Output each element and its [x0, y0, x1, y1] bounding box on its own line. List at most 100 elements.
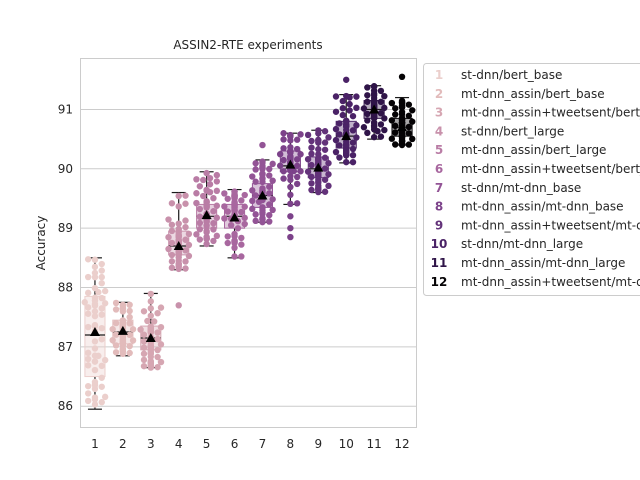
data-point — [91, 378, 99, 386]
data-point — [370, 83, 378, 90]
data-point — [109, 336, 116, 344]
data-point — [409, 107, 416, 114]
legend-label: mt-dnn_assin+tweetsent/mt-dnn_large — [461, 275, 640, 289]
mean-marker — [89, 327, 100, 337]
data-point — [249, 205, 256, 213]
data-point — [364, 92, 371, 99]
data-point — [137, 326, 144, 333]
x-tick-label: 6 — [231, 437, 239, 451]
data-point — [206, 174, 214, 182]
legend-label: st-dnn/bert_large — [461, 124, 564, 138]
data-point — [185, 230, 193, 238]
data-point — [398, 73, 406, 81]
data-point — [91, 321, 99, 329]
data-point — [84, 349, 92, 357]
x-tick-labels: 1 2 3 4 5 6 7 8 9 10 11 12 — [91, 437, 410, 451]
data-point — [269, 196, 276, 203]
data-point — [91, 345, 99, 352]
data-point — [221, 203, 228, 210]
legend-label: mt-dnn_assin+tweetsent/bert_base — [461, 106, 640, 120]
data-point — [213, 214, 221, 221]
data-point — [98, 311, 105, 318]
data-point — [364, 110, 371, 118]
data-point — [168, 258, 176, 265]
data-point — [336, 142, 343, 149]
data-point — [84, 289, 92, 297]
data-point — [343, 158, 350, 166]
box-plots — [84, 85, 413, 410]
data-point — [238, 197, 245, 204]
data-point — [405, 123, 413, 131]
data-point — [203, 240, 210, 248]
data-point — [381, 92, 388, 100]
data-point — [182, 247, 189, 254]
data-point — [269, 160, 276, 168]
data-point — [405, 101, 413, 108]
data-point — [280, 130, 287, 137]
data-point — [91, 366, 99, 374]
data-point — [84, 304, 92, 311]
data-point — [210, 208, 217, 215]
data-point — [101, 287, 109, 295]
data-point — [280, 156, 287, 164]
data-point — [241, 203, 248, 210]
legend-entry: 1 st-dnn/bert_base — [435, 68, 563, 82]
data-point — [210, 220, 217, 227]
data-point — [409, 135, 416, 143]
data-point — [297, 131, 304, 138]
data-point — [112, 342, 120, 349]
data-point — [360, 105, 368, 112]
data-point — [353, 93, 360, 100]
data-point — [227, 221, 235, 229]
data-point — [84, 382, 92, 390]
data-point — [84, 355, 92, 363]
data-point — [259, 204, 266, 211]
data-point — [315, 151, 322, 158]
data-point — [91, 312, 99, 320]
data-point — [377, 133, 385, 140]
data-point — [193, 231, 200, 238]
data-point — [304, 131, 312, 139]
data-point — [182, 217, 189, 224]
data-point — [126, 307, 133, 315]
mean-marker — [173, 240, 184, 250]
mean-marker — [369, 104, 380, 114]
data-point — [321, 139, 329, 146]
data-point — [293, 156, 301, 163]
data-point — [182, 236, 189, 243]
data-point — [252, 217, 259, 225]
legend-number: 8 — [435, 200, 443, 214]
data-point — [332, 93, 340, 100]
data-point — [98, 267, 105, 274]
data-point — [370, 119, 378, 126]
data-point — [112, 299, 120, 307]
data-point — [129, 326, 137, 333]
data-point — [119, 301, 127, 308]
data-point — [398, 108, 406, 116]
data-point — [266, 218, 273, 225]
data-point — [84, 362, 92, 369]
data-point — [210, 226, 217, 233]
data-point — [392, 105, 399, 112]
data-point — [304, 155, 312, 163]
data-point — [185, 252, 193, 260]
data-point — [182, 192, 189, 199]
data-point — [101, 356, 109, 364]
data-point — [266, 165, 273, 173]
data-point — [332, 136, 340, 144]
data-point — [349, 139, 357, 146]
legend-number: 9 — [435, 218, 443, 232]
data-point — [185, 241, 193, 249]
data-point — [339, 105, 347, 112]
data-point — [84, 390, 92, 397]
data-point — [175, 302, 182, 309]
data-point — [182, 258, 189, 265]
data-point — [84, 273, 92, 281]
data-point — [336, 131, 343, 138]
data-point — [241, 191, 248, 199]
data-point — [231, 244, 238, 252]
data-point — [287, 131, 294, 139]
data-point — [339, 111, 347, 119]
data-point — [196, 219, 204, 227]
data-point — [293, 180, 301, 188]
